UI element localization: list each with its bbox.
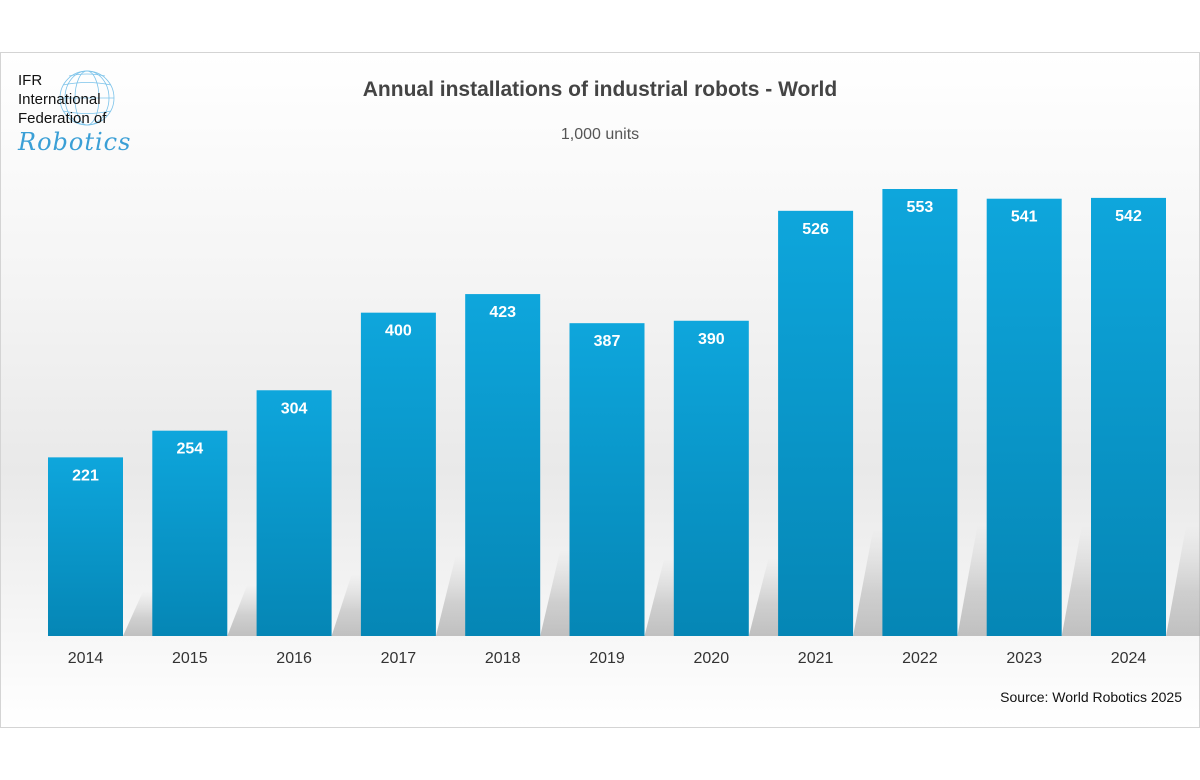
chart-subtitle: 1,000 units [560,126,640,143]
x-tick-label-2019: 2019 [589,650,625,667]
x-tick-label-2016: 2016 [276,650,312,667]
value-label-2022: 553 [907,199,934,216]
x-tick-label-2023: 2023 [1006,650,1042,667]
value-label-2015: 254 [176,441,203,458]
bar-2023 [986,198,1062,636]
bar-2018 [465,294,541,636]
value-label-2014: 221 [72,467,99,484]
chart-title: Annual installations of industrial robot… [362,78,838,101]
x-tick-label-2018: 2018 [485,650,521,667]
value-label-2018: 423 [489,304,516,321]
x-tick-label-2021: 2021 [798,650,834,667]
bar-2017 [360,312,436,636]
bar-2014 [48,457,123,636]
bar-2016 [256,390,332,636]
bar-2024 [1091,197,1166,637]
value-label-2021: 526 [802,221,829,238]
x-tick-label-2017: 2017 [381,650,417,667]
bar-2022 [882,189,958,636]
ifr-logo: IFR International Federation of Robotics [18,70,148,162]
value-label-2016: 304 [281,400,308,417]
x-tick-label-2014: 2014 [68,650,104,667]
value-label-2019: 387 [594,333,621,350]
logo-script-robotics: Robotics [18,128,132,156]
globe-icon [59,70,115,126]
value-label-2020: 390 [698,331,725,348]
value-label-2017: 400 [385,323,412,340]
source-note: Source: World Robotics 2025 [1000,689,1182,705]
x-tick-label-2024: 2024 [1111,650,1147,667]
bar-2021 [778,210,854,637]
x-tick-label-2015: 2015 [172,650,208,667]
bar-shadow [1166,526,1200,636]
bar-2015 [152,430,228,636]
logo-line-international: International [18,91,101,108]
x-tick-label-2022: 2022 [902,650,938,667]
x-tick-label-2020: 2020 [694,650,730,667]
bar-2020 [673,320,749,636]
bar-2019 [569,323,645,636]
logo-line-federation: Federation of [18,110,107,127]
value-label-2023: 541 [1011,209,1038,226]
value-label-2024: 542 [1115,208,1142,225]
logo-line-ifr: IFR [18,72,43,89]
